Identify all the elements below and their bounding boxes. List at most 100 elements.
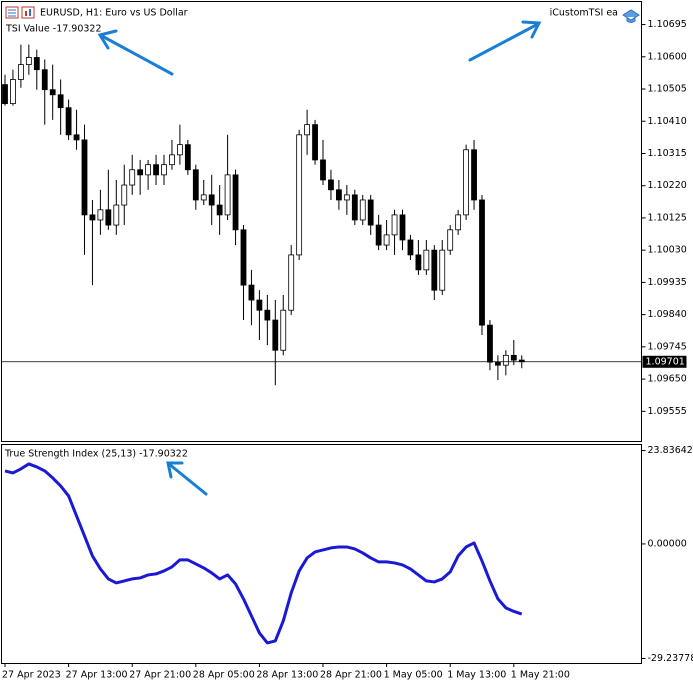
main-panel [1, 1, 642, 442]
candle-body [351, 194, 358, 221]
candle-body [105, 209, 112, 226]
candle-body [359, 199, 366, 221]
candle-body [169, 154, 175, 166]
candle-body [161, 164, 167, 176]
candle-body [431, 249, 438, 291]
candle-body [81, 139, 88, 216]
symbol-icon [5, 6, 35, 19]
candle-body [288, 254, 295, 311]
candle-body [367, 199, 374, 226]
candle-body [113, 204, 120, 226]
candle-body [33, 57, 40, 71]
candle-body [471, 149, 477, 201]
candle-body [320, 159, 326, 181]
expert-icon [622, 9, 640, 23]
candle-body [17, 64, 24, 80]
candle-body [145, 164, 152, 176]
candle-body [391, 214, 398, 236]
y-tick-label: 1.10125 [648, 212, 687, 223]
candle-body [248, 284, 255, 301]
candle-body [65, 107, 72, 136]
candle-body [216, 204, 223, 216]
y-tick-label: 1.10220 [648, 180, 687, 191]
candle-body [479, 199, 485, 326]
candle-body [232, 174, 239, 231]
candle-body [184, 144, 191, 171]
candle-body [264, 309, 271, 321]
x-tick-label: 27 Apr 13:00 [66, 670, 128, 681]
candle-body [10, 79, 16, 105]
y-tick-label: 1.10505 [648, 84, 687, 95]
symbol-title: EURUSD, H1: Euro vs US Dollar [40, 8, 188, 19]
last-price-label: 1.09701 [646, 356, 685, 367]
candle-body [423, 249, 430, 271]
candle-body [137, 169, 144, 176]
candle-body [375, 224, 382, 246]
y-tick-label: 1.09555 [648, 406, 687, 417]
candle-body [510, 354, 517, 361]
candle-body [502, 354, 509, 366]
candle-body [208, 194, 215, 206]
y-tick-label: 1.09650 [648, 374, 687, 385]
x-tick-label: 27 Apr 21:00 [129, 670, 191, 681]
candle-body [343, 194, 350, 201]
candle-body [41, 69, 48, 91]
annotation-arrows [97, 20, 542, 496]
x-tick-label: 27 Apr 2023 [2, 670, 61, 681]
candle-body [296, 134, 303, 256]
candle-body [192, 169, 199, 201]
x-tick-label: 1 May 05:00 [384, 670, 443, 681]
candle-body [240, 229, 247, 286]
candle-body [57, 94, 64, 109]
candle-body [463, 149, 470, 216]
candle-body [494, 361, 501, 366]
y-tick-label: 1.09935 [648, 277, 687, 288]
y-tick-label: 23.83642 [648, 445, 693, 456]
x-tick-label: 28 Apr 13:00 [256, 670, 318, 681]
candle-body [89, 214, 96, 221]
y-tick-label: 1.10030 [648, 245, 687, 256]
candle-body [447, 229, 454, 251]
candle-body [97, 209, 104, 221]
candle-body [224, 174, 231, 216]
candle-body [455, 214, 462, 231]
tsi-line [4, 462, 523, 645]
candle-body [176, 144, 183, 156]
candle-body [256, 299, 263, 311]
y-tick-label: 0.00000 [648, 538, 687, 549]
x-tick-label: 1 May 13:00 [447, 670, 506, 681]
indicator-title: True Strength Index (25,13) -17.90322 [4, 449, 188, 460]
candle-body [129, 169, 136, 186]
y-tick-label: 1.10695 [648, 19, 687, 30]
candle-body [153, 164, 159, 176]
candle-body [335, 189, 342, 201]
candle-body [407, 239, 414, 256]
candle-body [415, 254, 422, 271]
candle-body [383, 234, 390, 246]
candle-body [272, 319, 279, 351]
candle-body [328, 179, 334, 191]
candle-body [121, 184, 128, 206]
candle-body [200, 194, 207, 201]
candle-body [304, 124, 311, 136]
tsi-value-comment: TSI Value -17.90322 [5, 24, 102, 35]
y-tick-label: 1.10315 [648, 148, 687, 159]
last-price-box [642, 355, 687, 368]
y-tick-label: 1.10410 [648, 116, 687, 127]
expert-name: iCustomTSI ea [550, 8, 618, 19]
candle-body [280, 309, 287, 351]
x-tick-label: 28 Apr 05:00 [193, 670, 255, 681]
candle-body [2, 84, 8, 105]
y-tick-label: 1.09745 [648, 341, 687, 352]
indicator-panel [1, 444, 642, 664]
y-tick-label: 1.09840 [648, 309, 687, 320]
candle-body [439, 249, 446, 291]
x-tick-label: 28 Apr 21:00 [320, 670, 382, 681]
candle-body [312, 124, 318, 161]
candle-body [73, 134, 80, 141]
y-tick-label: 1.10600 [648, 51, 687, 62]
x-tick-label: 1 May 21:00 [511, 670, 570, 681]
candle-body [399, 214, 406, 241]
y-tick-label: -29.23778 [648, 653, 693, 664]
